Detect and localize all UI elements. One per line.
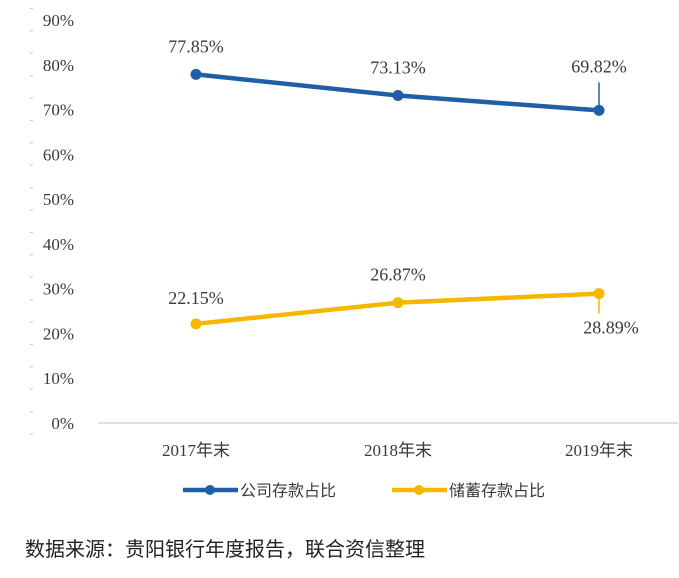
y-tick-label: 70%	[43, 101, 74, 120]
data-point	[190, 68, 202, 80]
y-tick-label: 0%	[51, 414, 74, 433]
data-label: 69.82%	[571, 56, 627, 76]
y-tick-label: 20%	[43, 324, 74, 343]
data-labels: 77.85% 73.13% 69.82% 22.15% 26.87% 28.89%	[168, 36, 639, 337]
x-tick-label: 2018年末	[364, 441, 432, 460]
y-tick-label: 10%	[43, 369, 74, 388]
y-tick-label: 40%	[43, 235, 74, 254]
legend-label: 公司存款占比	[240, 481, 336, 500]
y-tick-label: 90%	[43, 11, 74, 30]
data-label: 73.13%	[370, 58, 426, 78]
line-chart: 0% 10% 20% 30% 40% 50% 60% 70% 80% 90% 2017年末 2018…	[30, 7, 678, 500]
data-label: 28.89%	[583, 318, 639, 338]
y-tick-label: 30%	[43, 280, 74, 299]
legend-label: 储蓄存款占比	[449, 481, 545, 500]
x-tick-label: 2019年末	[565, 441, 633, 460]
data-label: 26.87%	[370, 265, 426, 285]
series-lines	[190, 68, 605, 330]
y-tick-label: 50%	[43, 190, 74, 209]
x-axis: 2017年末 2018年末 2019年末	[98, 422, 678, 460]
data-label: 22.15%	[168, 288, 224, 308]
y-tick-label: 60%	[43, 145, 74, 164]
data-point	[392, 297, 404, 309]
legend: 公司存款占比 储蓄存款占比	[183, 481, 545, 500]
y-axis: 0% 10% 20% 30% 40% 50% 60% 70% 80% 90%	[30, 7, 74, 435]
legend-marker	[414, 485, 424, 495]
y-tick-label: 80%	[43, 56, 74, 75]
x-tick-label: 2017年末	[162, 441, 230, 460]
data-label: 77.85%	[168, 36, 224, 56]
data-point	[392, 90, 404, 102]
legend-marker	[205, 485, 215, 495]
source-note: 数据来源：贵阳银行年度报告，联合资信整理	[25, 537, 425, 561]
data-point	[190, 318, 202, 330]
